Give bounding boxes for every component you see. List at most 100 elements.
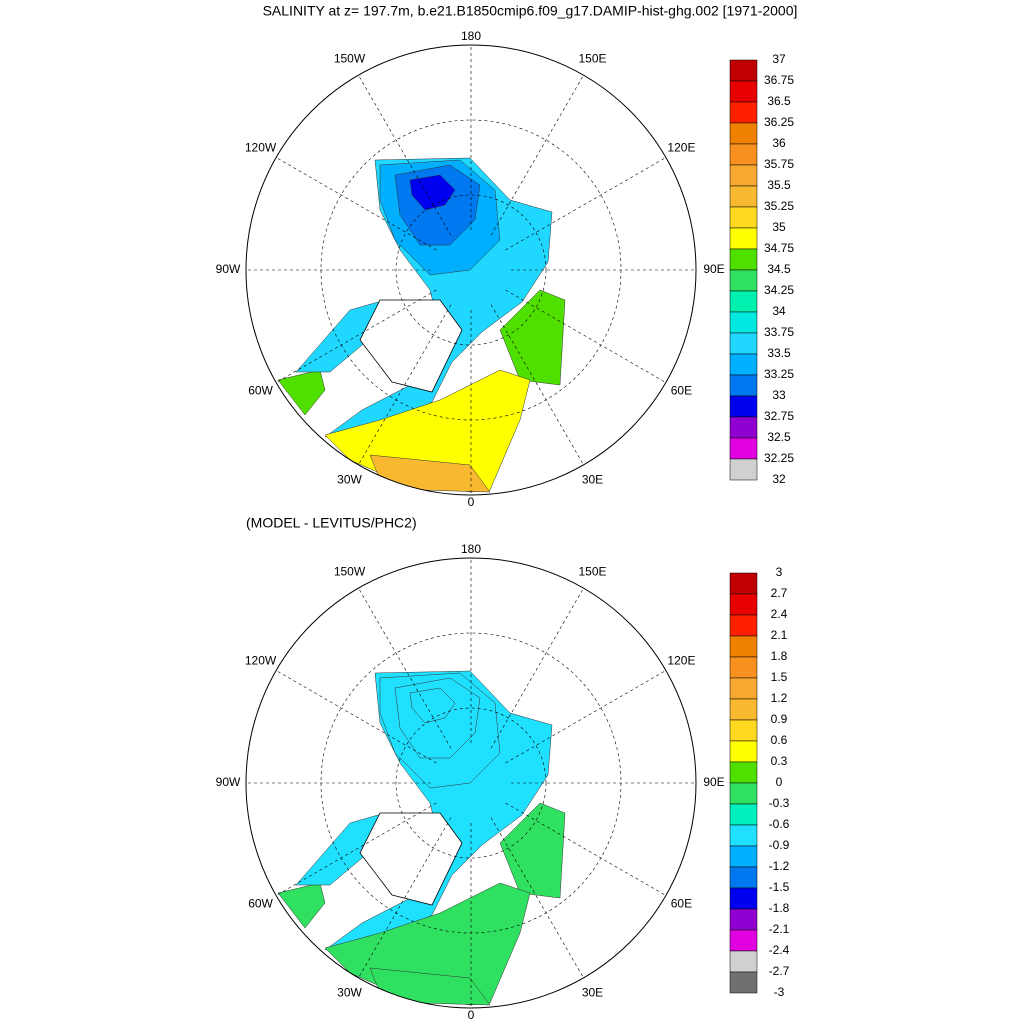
longitude-label: 90W (216, 262, 241, 276)
colorbar-label: 2.1 (771, 628, 788, 642)
colorbar-label: -2.7 (769, 964, 790, 978)
colorbar-label: -2.1 (769, 922, 790, 936)
colorbar-box (729, 740, 758, 763)
colorbar-label: 2.7 (771, 586, 788, 600)
longitude-label: 180 (461, 542, 481, 556)
longitude-label: 120W (245, 654, 277, 668)
field-region (277, 882, 326, 929)
colorbar-box (729, 80, 758, 103)
colorbar-label: 35.25 (764, 199, 794, 213)
graticule (505, 670, 667, 764)
colorbar-label: 34.5 (767, 262, 791, 276)
colorbar-box (729, 593, 758, 616)
colorbar-label: 36.25 (764, 115, 794, 129)
longitude-label: 120E (667, 141, 695, 155)
longitude-label: 90E (703, 262, 724, 276)
colorbar-box (729, 185, 758, 208)
longitude-label: 150E (578, 565, 606, 579)
colorbar-label: -0.3 (769, 796, 790, 810)
graticule (505, 802, 667, 896)
longitude-label: 150E (578, 52, 606, 66)
colorbar-label: -0.6 (769, 817, 790, 831)
land (359, 812, 463, 906)
colorbar-box (729, 143, 758, 166)
colorbar-box (729, 656, 758, 679)
colorbar-label: 33.75 (764, 325, 794, 339)
colorbar-label: -3 (774, 985, 785, 999)
colorbar-box (729, 416, 758, 439)
colorbar-label: 32.5 (767, 430, 791, 444)
longitude-label: 30E (582, 986, 603, 1000)
colorbar-label: 35.75 (764, 157, 794, 171)
graticule (490, 587, 584, 749)
field-region (499, 802, 566, 899)
colorbar-box (729, 290, 758, 313)
colorbar-label: 33 (772, 388, 786, 402)
colorbar-box (729, 782, 758, 805)
title: SALINITY at z= 197.7m, b.e21.B1850cmip6.… (263, 3, 798, 19)
graticule (490, 817, 584, 979)
colorbar-box (729, 971, 758, 994)
longitude-label: 180 (461, 29, 481, 43)
colorbar-label: 36.75 (764, 73, 794, 87)
longitude-label: 60E (671, 897, 692, 911)
colorbar-box (729, 635, 758, 658)
field-region (277, 369, 326, 416)
colorbar-box (729, 803, 758, 826)
field-region (409, 174, 456, 211)
colorbar-label: 36 (772, 136, 786, 150)
graticule (275, 670, 437, 764)
colorbar-box (729, 101, 758, 124)
longitude-label: 150W (334, 52, 366, 66)
colorbar-box (729, 332, 758, 355)
map-fields (246, 558, 696, 1008)
longitude-label: 30W (337, 473, 362, 487)
longitude-label: 60E (671, 384, 692, 398)
colorbar-box (729, 824, 758, 847)
colorbar-label: 34 (772, 304, 786, 318)
colorbar-box (729, 353, 758, 376)
colorbar-label: 0.3 (771, 754, 788, 768)
graticule (358, 74, 452, 236)
longitude-label: 30E (582, 473, 603, 487)
colorbar-label: 34.25 (764, 283, 794, 297)
colorbar-box (729, 677, 758, 700)
subtitle: (MODEL - LEVITUS/PHC2) (246, 515, 417, 531)
colorbar-box (729, 248, 758, 271)
colorbar-label: 35 (772, 220, 786, 234)
colorbar-box (729, 572, 758, 595)
colorbar-box (729, 269, 758, 292)
graticule (490, 74, 584, 236)
longitude-label: 90E (703, 775, 724, 789)
colorbar-box (729, 227, 758, 250)
longitude-label: 150W (334, 565, 366, 579)
colorbar-box (729, 458, 758, 481)
colorbar-box (729, 866, 758, 889)
colorbar-label: -1.8 (769, 901, 790, 915)
longitude-label: 0 (468, 1008, 475, 1022)
colorbar-label: 33.25 (764, 367, 794, 381)
colorbar-label: 37 (772, 52, 786, 66)
colorbar-label: 0 (776, 775, 783, 789)
longitude-label: 60W (248, 897, 273, 911)
colorbar-label: 0.9 (771, 712, 788, 726)
map-panel: 180 150W 120W 90W 60W 30W 0 30E 60E 90E 120E 150E 37… (216, 29, 795, 509)
colorbar-label: 32.75 (764, 409, 794, 423)
colorbar-label: 34.75 (764, 241, 794, 255)
colorbar-label: 3 (776, 565, 783, 579)
longitude-label: 60W (248, 384, 273, 398)
colorbar-label: -0.9 (769, 838, 790, 852)
colorbar-box (729, 950, 758, 973)
graticule (358, 304, 452, 466)
graticule (490, 304, 584, 466)
map-panel: 180 150W 120W 90W 60W 30W 0 30E 60E 90E 120E 150E 3 2… (216, 542, 790, 1022)
colorbar-box (729, 719, 758, 742)
colorbar-label: 36.5 (767, 94, 791, 108)
graticule (395, 707, 547, 859)
colorbar-box (729, 395, 758, 418)
colorbar-label: 2.4 (771, 607, 788, 621)
colorbar-label: 32 (772, 472, 786, 486)
map-fields (246, 45, 696, 495)
colorbar-label: 1.2 (771, 691, 788, 705)
